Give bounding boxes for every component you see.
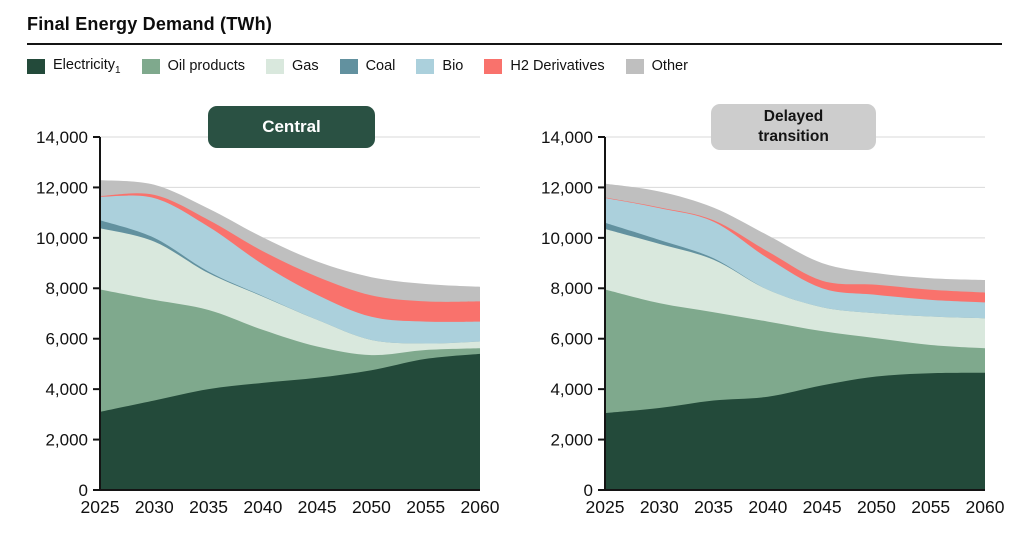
legend-item-oil-products: Oil products [141,58,245,75]
x-axis-tick-label: 2055 [911,497,950,517]
x-axis-tick-label: 2040 [748,497,787,517]
y-axis-tick-label: 10,000 [541,229,593,248]
x-axis-tick-label: 2030 [135,497,174,517]
x-axis-tick-label: 2035 [694,497,733,517]
y-axis-tick-label: 12,000 [541,178,593,197]
x-axis-tick-label: 2025 [81,497,120,517]
delayed-transition-scenario-badge: Delayed transition [711,104,876,150]
y-axis-tick-label: 4,000 [550,380,593,399]
y-axis-tick-label: 6,000 [550,330,593,349]
y-axis-tick-label: 2,000 [550,431,593,450]
electricity-area [605,372,985,490]
y-axis-tick-label: 10,000 [36,229,88,248]
legend-label: Other [651,58,688,75]
electricity-area [100,353,480,490]
legend-item-other: Other [625,58,688,75]
legend-label: Bio [442,58,464,75]
other-swatch-icon [625,58,644,74]
legend-footnote-marker: 1 [115,64,121,76]
y-axis-tick-label: 14,000 [541,128,593,147]
x-axis-tick-label: 2050 [352,497,391,517]
y-axis-tick-label: 0 [79,481,88,500]
x-axis-tick-label: 2060 [461,497,500,517]
y-axis-tick-label: 0 [584,481,593,500]
legend-label: Oil products [167,58,245,75]
bio-swatch-icon [416,58,435,74]
legend-label: H2 Derivatives [510,58,605,75]
legend-item-electricity: Electricity1 [27,57,121,76]
x-axis-tick-label: 2050 [857,497,896,517]
legend-item-h2-derivatives: H2 Derivatives [484,58,605,75]
x-axis-tick-label: 2055 [406,497,445,517]
legend-label: Coal [365,58,396,75]
x-axis-tick-label: 2030 [640,497,679,517]
x-axis-tick-label: 2040 [243,497,282,517]
y-axis-tick-label: 8,000 [45,279,88,298]
y-axis-tick-label: 8,000 [550,279,593,298]
y-axis-tick-label: 4,000 [45,380,88,399]
legend-label: Gas [291,58,319,75]
page-title: Final Energy Demand (TWh) [27,14,273,34]
central-scenario-badge: Central [208,106,375,148]
x-axis-tick-label: 2060 [966,497,1005,517]
x-axis-tick-label: 2045 [298,497,337,517]
x-axis-tick-label: 2035 [189,497,228,517]
legend-item-coal: Coal [339,58,396,75]
h2-derivatives-swatch-icon [484,58,503,74]
x-axis-tick-label: 2025 [586,497,625,517]
legend-label: Electricity1 [53,57,121,76]
coal-swatch-icon [339,58,358,74]
legend-item-bio: Bio [416,58,463,74]
y-axis-tick-label: 12,000 [36,178,88,197]
legend-item-gas: Gas [265,58,319,75]
y-axis-tick-label: 2,000 [45,431,88,450]
chart-legend: Electricity1 Oil products Gas Coal Bio H2 Der… [27,57,688,76]
y-axis-tick-label: 6,000 [45,330,88,349]
central-chart: 0 2,000 4,000 6,000 8,000 10,000 12,000 14,000 2… [36,128,500,517]
oil-products-swatch-icon [141,58,160,74]
x-axis-tick-label: 2045 [803,497,842,517]
y-axis-tick-label: 14,000 [36,128,88,147]
electricity-swatch-icon [27,58,45,74]
gas-swatch-icon [265,58,284,74]
delayed-transition-chart: 0 2,000 4,000 6,000 8,000 10,000 12,000 14,000 2… [541,128,1005,517]
title-divider [27,43,1002,45]
